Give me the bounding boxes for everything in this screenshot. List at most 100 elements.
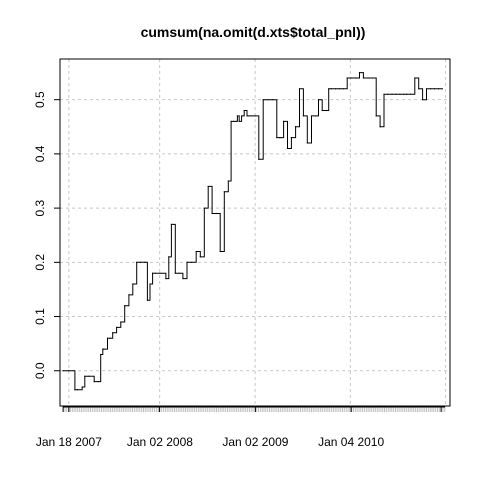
data-point xyxy=(359,72,360,73)
data-point xyxy=(251,115,252,116)
data-point xyxy=(97,381,98,382)
data-point xyxy=(244,110,245,111)
data-point xyxy=(200,256,201,257)
data-point xyxy=(178,273,179,274)
data-point xyxy=(63,370,64,371)
data-point xyxy=(355,77,356,78)
data-point xyxy=(211,213,212,214)
data-point xyxy=(371,77,372,78)
data-point xyxy=(100,354,101,355)
x-tick-label: Jan 02 2008 xyxy=(127,435,193,449)
data-point xyxy=(426,88,427,89)
data-point xyxy=(418,88,419,89)
data-point xyxy=(82,386,83,387)
data-point xyxy=(216,213,217,214)
data-point xyxy=(303,115,304,116)
data-point xyxy=(224,191,225,192)
data-point xyxy=(422,99,423,100)
data-point xyxy=(318,99,319,100)
data-point xyxy=(438,88,439,89)
y-tick-label: 0.2 xyxy=(33,254,47,271)
data-point xyxy=(231,121,232,122)
data-point xyxy=(299,88,300,89)
data-point xyxy=(287,148,288,149)
data-point xyxy=(233,121,234,122)
data-point xyxy=(155,273,156,274)
data-point xyxy=(116,327,117,328)
data-point xyxy=(307,142,308,143)
data-point xyxy=(128,294,129,295)
series-line xyxy=(63,73,442,390)
data-point xyxy=(387,94,388,95)
data-point xyxy=(295,126,296,127)
data-point xyxy=(241,115,242,116)
data-point xyxy=(228,180,229,181)
data-point xyxy=(196,251,197,252)
data-point xyxy=(74,389,75,390)
data-point xyxy=(379,126,380,127)
data-point xyxy=(391,94,392,95)
data-point xyxy=(94,381,95,382)
data-point xyxy=(279,137,280,138)
x-tick-label: Jan 04 2010 xyxy=(318,435,384,449)
data-point xyxy=(144,262,145,263)
data-point xyxy=(147,300,148,301)
y-tick-label: 0.4 xyxy=(33,145,47,162)
data-point xyxy=(255,115,256,116)
data-point xyxy=(343,88,344,89)
data-point xyxy=(414,77,415,78)
data-point xyxy=(399,94,400,95)
y-tick-label: 0.3 xyxy=(33,199,47,216)
data-point xyxy=(182,278,183,279)
data-point xyxy=(272,99,273,100)
data-point xyxy=(208,186,209,187)
data-point xyxy=(107,338,108,339)
data-point xyxy=(77,389,78,390)
data-point xyxy=(395,94,396,95)
data-point xyxy=(335,88,336,89)
data-point xyxy=(326,110,327,111)
data-point xyxy=(152,273,153,274)
data-point xyxy=(347,77,348,78)
x-tick-label: Jan 02 2009 xyxy=(222,435,288,449)
data-point xyxy=(112,332,113,333)
data-point xyxy=(311,115,312,116)
data-point xyxy=(280,137,281,138)
data-point xyxy=(442,88,443,89)
data-point xyxy=(109,338,110,339)
data-point xyxy=(328,88,329,89)
y-tick-label: 0.1 xyxy=(33,308,47,325)
data-point xyxy=(367,77,368,78)
data-point xyxy=(403,94,404,95)
data-point xyxy=(120,321,121,322)
data-point xyxy=(204,208,205,209)
x-tick-label: Jan 18 2007 xyxy=(36,435,102,449)
data-point xyxy=(430,88,431,89)
data-point xyxy=(186,262,187,263)
data-point xyxy=(168,256,169,257)
grid xyxy=(60,59,450,406)
data-point xyxy=(149,283,150,284)
data-point xyxy=(159,273,160,274)
data-point xyxy=(249,115,250,116)
y-tick-label: 0.0 xyxy=(33,362,47,379)
data-point xyxy=(315,115,316,116)
data-point xyxy=(376,115,377,116)
data-point xyxy=(276,137,277,138)
data-point xyxy=(258,159,259,160)
data-point xyxy=(140,262,141,263)
data-point xyxy=(102,348,103,349)
data-point xyxy=(434,88,435,89)
data-point xyxy=(103,348,104,349)
data-point xyxy=(132,283,133,284)
data-point xyxy=(263,99,264,100)
data-point xyxy=(406,94,407,95)
data-point xyxy=(84,376,85,377)
data-point xyxy=(339,88,340,89)
data-point xyxy=(171,224,172,225)
data-point xyxy=(363,77,364,78)
data-point xyxy=(283,121,284,122)
data-point xyxy=(136,262,137,263)
data-point xyxy=(191,262,192,263)
data-point xyxy=(410,94,411,95)
